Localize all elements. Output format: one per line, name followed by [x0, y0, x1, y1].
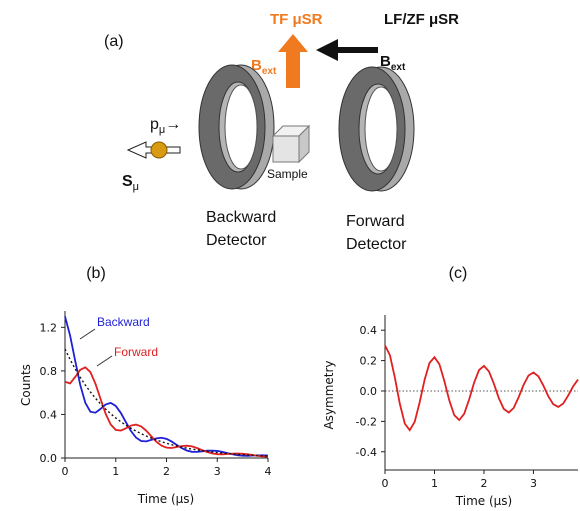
sample-label: Sample: [267, 167, 308, 181]
x-axis-label: Time (μs): [455, 494, 512, 508]
sample-cube: [271, 124, 311, 164]
detector-label: Backward: [206, 209, 276, 226]
y-axis-label: Asymmetry: [322, 360, 336, 429]
y-tick-label: -0.4: [356, 446, 377, 459]
series-line: [384, 344, 579, 432]
x-tick-label: 0: [62, 465, 69, 478]
panel-label: (a): [104, 33, 124, 50]
x-tick-label: 1: [431, 477, 438, 490]
series-label: Forward: [114, 345, 158, 359]
detector-label: Detector: [206, 232, 267, 249]
detector-label: Detector: [346, 236, 407, 253]
x-axis-label: Time (μs): [137, 492, 194, 506]
lf-field: Bext: [380, 53, 406, 73]
y-tick-label: -0.2: [356, 415, 377, 428]
muon: [150, 141, 168, 159]
spin-label: Sμ: [122, 173, 139, 193]
y-tick-label: 0.0: [360, 385, 378, 398]
y-tick-label: 1.2: [40, 321, 58, 334]
x-tick-label: 4: [265, 465, 272, 478]
tf-label: TF μSR: [270, 11, 323, 28]
y-tick-label: 0.4: [360, 324, 378, 337]
y-tick-label: 0.2: [360, 355, 378, 368]
y-tick-label: 0.0: [40, 452, 58, 465]
forward-detector-ring: [338, 66, 415, 192]
tf-field: Bext: [251, 57, 277, 77]
panel-label: (c): [449, 265, 468, 282]
annotation-leader: [79, 328, 96, 340]
tf-arrow: [278, 34, 308, 88]
lf-label: LF/ZF μSR: [384, 11, 459, 28]
annotation-leader: [96, 355, 113, 367]
x-tick-label: 3: [214, 465, 221, 478]
backward-detector-ring: [198, 64, 275, 190]
y-tick-label: 0.4: [40, 408, 58, 421]
x-tick-label: 2: [163, 465, 170, 478]
y-axis-label: Counts: [19, 364, 33, 406]
panel-label: (b): [86, 265, 106, 282]
series-label: Backward: [97, 315, 150, 329]
y-tick-label: 0.8: [40, 365, 58, 378]
lf-arrow: [316, 39, 372, 61]
x-tick-label: 0: [382, 477, 389, 490]
detector-label: Forward: [346, 213, 405, 230]
x-tick-label: 2: [480, 477, 487, 490]
series-line: [64, 348, 269, 457]
lf-arrow-tail: [372, 47, 378, 53]
x-tick-label: 1: [112, 465, 119, 478]
momentum-label: pμ→: [150, 116, 181, 136]
x-tick-label: 3: [530, 477, 537, 490]
